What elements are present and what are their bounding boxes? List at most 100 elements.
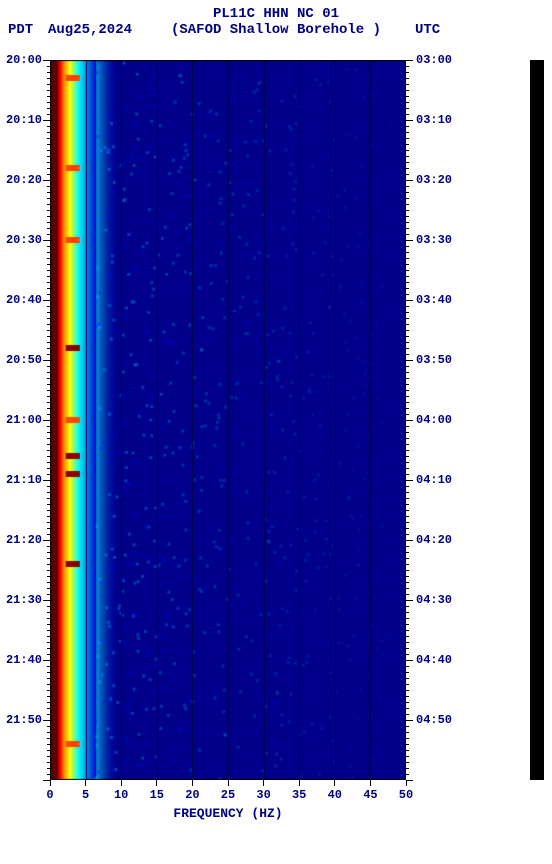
y-tick-label-left: 21:50 (2, 713, 42, 727)
y-tick-left (47, 72, 50, 73)
y-tick-left (43, 180, 50, 181)
y-tick-label-right: 03:20 (416, 173, 452, 187)
y-tick-left (47, 474, 50, 475)
y-tick-left (47, 504, 50, 505)
x-tick-label: 15 (150, 788, 164, 802)
y-tick-right (406, 264, 409, 265)
y-tick-left (47, 306, 50, 307)
y-tick-left (47, 354, 50, 355)
y-tick-right (406, 192, 409, 193)
y-tick-left (47, 264, 50, 265)
y-tick-left (47, 324, 50, 325)
y-tick-right (406, 612, 409, 613)
x-tick-label: 5 (82, 788, 89, 802)
y-tick-right (406, 738, 409, 739)
y-tick-right (406, 642, 409, 643)
y-tick-left (43, 360, 50, 361)
y-tick-right (406, 186, 409, 187)
y-tick-left (47, 318, 50, 319)
y-tick-right (406, 618, 409, 619)
y-tick-right (406, 456, 409, 457)
y-tick-label-left: 20:40 (2, 293, 42, 307)
y-tick-right (406, 588, 409, 589)
y-tick-left (43, 300, 50, 301)
y-tick-left (47, 522, 50, 523)
y-tick-label-left: 21:20 (2, 533, 42, 547)
y-tick-left (47, 516, 50, 517)
y-tick-right (406, 420, 413, 421)
y-tick-right (406, 156, 409, 157)
y-tick-left (47, 450, 50, 451)
y-tick-left (47, 444, 50, 445)
y-tick-right (406, 198, 409, 199)
y-tick-right (406, 162, 409, 163)
y-tick-left (47, 486, 50, 487)
y-tick-right (406, 432, 409, 433)
y-tick-right (406, 174, 409, 175)
x-tick-label: 40 (328, 788, 342, 802)
y-tick-left (43, 780, 50, 781)
y-tick-label-right: 04:50 (416, 713, 452, 727)
x-tick (299, 780, 300, 786)
y-tick-right (406, 630, 409, 631)
y-tick-right (406, 96, 409, 97)
y-tick-right (406, 600, 413, 601)
y-tick-left (47, 648, 50, 649)
y-tick-left (47, 396, 50, 397)
y-tick-right (406, 354, 409, 355)
y-tick-left (47, 198, 50, 199)
x-tick-label: 50 (399, 788, 413, 802)
y-tick-right (406, 336, 409, 337)
y-tick-label-right: 03:00 (416, 53, 452, 67)
spectrogram-figure: { "header": { "title_top": "PL11C HHN NC… (0, 0, 552, 864)
y-tick-right (406, 114, 409, 115)
y-tick-label-right: 04:40 (416, 653, 452, 667)
y-tick-left (47, 432, 50, 433)
y-tick-left (47, 774, 50, 775)
y-tick-right (406, 780, 413, 781)
y-tick-label-right: 03:40 (416, 293, 452, 307)
y-tick-left (47, 702, 50, 703)
y-tick-left (47, 426, 50, 427)
y-tick-left (47, 564, 50, 565)
y-tick-right (406, 678, 409, 679)
y-tick-left (47, 288, 50, 289)
y-tick-left (47, 726, 50, 727)
y-tick-left (47, 168, 50, 169)
y-tick-right (406, 774, 409, 775)
y-tick-right (406, 648, 409, 649)
y-tick-right (406, 474, 409, 475)
y-tick-left (47, 696, 50, 697)
y-tick-left (47, 84, 50, 85)
y-tick-right (406, 510, 409, 511)
y-tick-left (47, 624, 50, 625)
y-tick-left (47, 438, 50, 439)
y-tick-left (47, 468, 50, 469)
y-tick-label-left: 20:30 (2, 233, 42, 247)
y-tick-left (47, 210, 50, 211)
y-tick-right (406, 234, 409, 235)
y-tick-left (47, 576, 50, 577)
y-tick-right (406, 90, 409, 91)
y-tick-left (47, 612, 50, 613)
y-tick-left (47, 630, 50, 631)
y-tick-label-left: 20:00 (2, 53, 42, 67)
y-tick-right (406, 210, 409, 211)
y-tick-left (47, 654, 50, 655)
y-tick-right (406, 150, 409, 151)
y-tick-right (406, 624, 409, 625)
y-tick-right (406, 540, 413, 541)
y-tick-left (47, 90, 50, 91)
y-tick-left (47, 408, 50, 409)
y-tick-right (406, 696, 409, 697)
y-tick-right (406, 282, 409, 283)
date-label: Aug25,2024 (48, 22, 132, 38)
y-tick-right (406, 672, 409, 673)
y-tick-right (406, 216, 409, 217)
y-tick-left (47, 132, 50, 133)
y-tick-label-right: 04:30 (416, 593, 452, 607)
y-tick-left (43, 540, 50, 541)
spectrogram-canvas (50, 60, 406, 780)
y-tick-label-left: 21:00 (2, 413, 42, 427)
y-tick-right (406, 450, 409, 451)
